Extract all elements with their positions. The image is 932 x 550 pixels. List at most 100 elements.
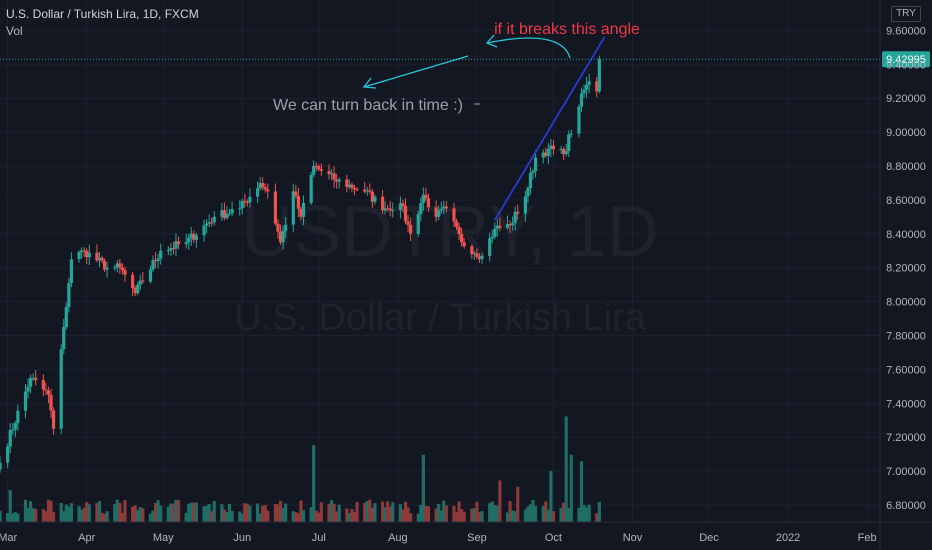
volume-bar — [31, 508, 35, 522]
candle-body — [470, 246, 474, 255]
volume-bar — [82, 507, 86, 522]
candle-body — [156, 258, 160, 261]
candle-body — [204, 223, 209, 226]
candle-body — [352, 188, 357, 190]
volume-bar — [113, 504, 117, 522]
candle-body — [212, 216, 216, 223]
candle-body — [460, 233, 464, 243]
candle-body — [169, 248, 173, 251]
volume-bar — [238, 511, 242, 522]
volume-bar — [345, 508, 349, 522]
volume-bar — [472, 508, 476, 522]
candle-body — [511, 223, 515, 226]
volume-bar — [220, 504, 224, 522]
candle-body — [59, 349, 63, 429]
price-axis[interactable]: 6.80000 7.00000 7.20000 7.40000 7.60000 7.800… — [879, 0, 926, 550]
candle-body — [327, 171, 331, 175]
candle-body — [118, 263, 122, 268]
candle-body — [533, 157, 538, 172]
candle-body — [16, 410, 20, 424]
candle-body — [454, 221, 459, 227]
volume-bar — [452, 505, 456, 522]
x-tick-label: Sep — [467, 532, 487, 544]
candle-body — [480, 255, 484, 260]
candle-body — [495, 225, 499, 229]
candle-body — [46, 390, 51, 395]
volume-bar — [8, 490, 12, 522]
volume-bar — [597, 501, 601, 522]
volume-bar — [526, 506, 530, 522]
candle-body — [281, 230, 285, 243]
volume-bar — [87, 504, 91, 522]
volume-bar — [13, 512, 17, 522]
volume-bar — [284, 503, 288, 522]
candle-body — [166, 250, 170, 252]
volume-bar — [131, 506, 135, 522]
candle-body — [77, 252, 81, 260]
volume-bar — [255, 503, 260, 522]
candle-body — [391, 210, 395, 212]
candle-body — [439, 208, 443, 211]
y-tick-label: 9.40000 — [886, 59, 926, 71]
candle-body — [141, 280, 145, 282]
candle-body — [87, 252, 91, 258]
volume-bar — [329, 500, 334, 522]
candle-body — [332, 173, 336, 180]
volume-bar — [243, 503, 247, 522]
time-axis[interactable]: Mar Apr May Jun Jul Aug Sep Oct Nov Dec 2022 Feb — [0, 521, 932, 544]
candle-body — [475, 253, 479, 257]
volume-bar — [309, 507, 313, 522]
x-tick-label: Feb — [858, 532, 877, 544]
y-tick-label: 8.60000 — [886, 195, 926, 207]
volume-bar — [401, 509, 405, 522]
volume-bar — [426, 506, 431, 522]
y-tick-label: 9.60000 — [886, 25, 926, 37]
candle-body — [227, 213, 232, 215]
volume-bar — [403, 501, 408, 522]
volume-bar — [528, 504, 533, 522]
candle-body — [23, 391, 28, 411]
volume-bar — [187, 503, 191, 522]
volume-bar — [523, 509, 527, 522]
candle-body — [442, 206, 446, 209]
volume-bar — [156, 500, 160, 522]
volume-bar — [100, 512, 104, 522]
candle-body — [95, 252, 99, 261]
volume-bar — [541, 505, 545, 522]
candle-body — [225, 213, 229, 218]
candle-body — [347, 184, 352, 188]
candle-body — [562, 148, 566, 155]
y-tick-label: 6.80000 — [886, 500, 926, 512]
volume-bar — [388, 506, 392, 522]
candle-body — [176, 241, 181, 245]
volume-bar — [159, 505, 163, 522]
candle-body — [597, 59, 601, 92]
volume-bar — [115, 499, 119, 522]
volume-bar — [192, 502, 196, 522]
volume-bar — [312, 445, 316, 522]
volume-bar — [544, 501, 548, 522]
candle-body — [488, 238, 492, 256]
candle-body — [291, 191, 295, 225]
candle-body — [299, 208, 303, 217]
volume-bar — [273, 504, 278, 522]
candle-body — [131, 274, 135, 289]
candle-body — [409, 224, 413, 234]
candle-body — [296, 195, 300, 209]
candle-body — [34, 377, 38, 381]
candle-body — [386, 208, 390, 210]
volume-bar — [23, 499, 28, 522]
candle-body — [546, 149, 550, 156]
candle-body — [567, 134, 571, 152]
candle-body — [508, 223, 512, 226]
candle-body — [194, 235, 198, 240]
volume-bar — [230, 510, 234, 522]
currency-unit-badge[interactable]: TRY — [891, 6, 921, 22]
candle-body — [462, 242, 466, 247]
candle-body — [577, 106, 581, 134]
y-tick-label: 7.00000 — [886, 466, 926, 478]
trendline — [494, 36, 606, 221]
volume-bar — [434, 508, 438, 522]
